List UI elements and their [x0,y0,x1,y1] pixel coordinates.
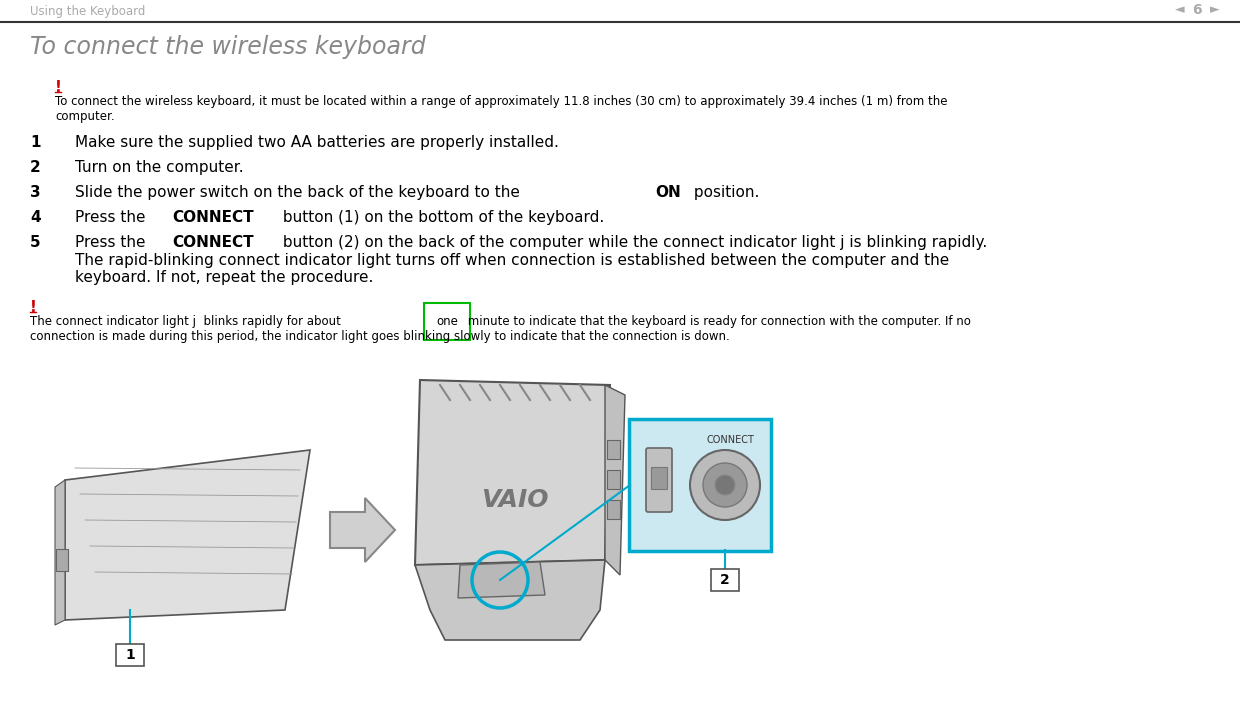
FancyBboxPatch shape [56,549,68,571]
Text: 5: 5 [30,235,41,250]
Text: button (2) on the back of the computer while the connect indicator light ϳ is bl: button (2) on the back of the computer w… [278,235,987,250]
FancyBboxPatch shape [606,500,620,518]
Text: 3: 3 [30,185,41,200]
Text: The rapid-blinking connect indicator light turns off when connection is establis: The rapid-blinking connect indicator lig… [74,253,950,268]
Text: Make sure the supplied two AA batteries are properly installed.: Make sure the supplied two AA batteries … [74,135,559,150]
Polygon shape [55,480,64,625]
Polygon shape [605,385,625,575]
Text: ON: ON [655,185,681,200]
Text: 1: 1 [125,648,135,662]
Text: position.: position. [688,185,759,200]
FancyBboxPatch shape [606,470,620,488]
FancyBboxPatch shape [651,467,667,489]
Text: The connect indicator light ϳ  blinks rapidly for about: The connect indicator light ϳ blinks rap… [30,315,345,328]
FancyBboxPatch shape [629,419,771,551]
Text: !: ! [30,300,37,315]
Text: Using the Keyboard: Using the Keyboard [30,5,145,18]
Text: CONNECT: CONNECT [172,210,254,225]
Text: To connect the wireless keyboard: To connect the wireless keyboard [30,35,425,59]
Text: !: ! [55,80,62,95]
Text: connection is made during this period, the indicator light goes blinking slowly : connection is made during this period, t… [30,330,730,343]
Polygon shape [330,498,396,562]
Text: 2: 2 [30,160,41,175]
Text: 2: 2 [720,573,730,587]
Text: CONNECT: CONNECT [706,435,754,445]
Text: computer.: computer. [55,110,114,123]
Polygon shape [64,450,310,620]
Text: Slide the power switch on the back of the keyboard to the: Slide the power switch on the back of th… [74,185,525,200]
Polygon shape [415,560,605,640]
FancyBboxPatch shape [606,439,620,459]
Text: button (1) on the bottom of the keyboard.: button (1) on the bottom of the keyboard… [278,210,604,225]
Text: keyboard. If not, repeat the procedure.: keyboard. If not, repeat the procedure. [74,270,373,285]
Text: 4: 4 [30,210,41,225]
FancyBboxPatch shape [117,644,144,666]
Polygon shape [415,380,610,565]
Text: 1: 1 [30,135,41,150]
Polygon shape [458,562,546,598]
Text: Press the: Press the [74,210,150,225]
Circle shape [689,450,760,520]
FancyBboxPatch shape [646,448,672,512]
Text: Turn on the computer.: Turn on the computer. [74,160,243,175]
Text: 6: 6 [1192,3,1202,17]
Circle shape [703,463,746,507]
Text: ►: ► [1210,4,1220,17]
Text: Press the: Press the [74,235,150,250]
Text: one: one [436,315,458,328]
Text: CONNECT: CONNECT [172,235,254,250]
Text: minute to indicate that the keyboard is ready for connection with the computer. : minute to indicate that the keyboard is … [464,315,971,328]
Text: VAIO: VAIO [481,488,549,512]
Text: To connect the wireless keyboard, it must be located within a range of approxima: To connect the wireless keyboard, it mus… [55,95,947,108]
Text: ◄: ◄ [1176,4,1184,17]
FancyBboxPatch shape [711,569,739,591]
Circle shape [715,475,735,495]
